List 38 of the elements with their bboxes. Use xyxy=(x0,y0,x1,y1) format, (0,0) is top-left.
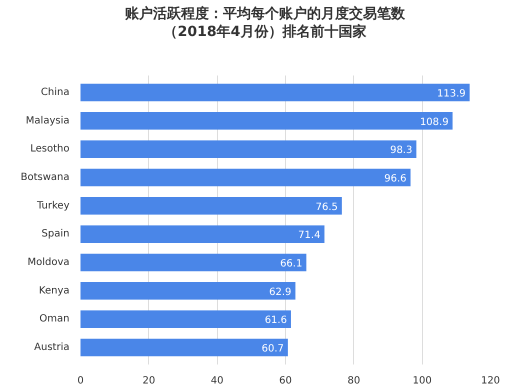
x-tick-label: 0 xyxy=(77,376,84,384)
y-tick-label: Botswana xyxy=(20,172,70,183)
x-tick-label: 60 xyxy=(279,376,292,384)
data-label: 96.6 xyxy=(384,174,407,184)
y-tick-label: Austria xyxy=(34,342,70,353)
data-label: 98.3 xyxy=(390,145,412,156)
data-label: 60.7 xyxy=(262,344,284,354)
bar xyxy=(80,140,416,158)
bar xyxy=(80,225,324,243)
y-tick-label: Malaysia xyxy=(26,115,70,126)
y-tick-label: Turkey xyxy=(36,200,70,212)
bar xyxy=(80,112,453,130)
x-tick-label: 100 xyxy=(412,376,432,384)
data-label: 61.6 xyxy=(264,315,287,326)
bar xyxy=(80,197,342,215)
x-tick-label: 120 xyxy=(480,376,500,384)
chart-title: 账户活跃程度：平均每个账户的月度交易笔数（2018年4月份）排名前十国家 xyxy=(124,5,406,42)
data-label: 76.5 xyxy=(316,202,338,213)
data-label: 66.1 xyxy=(280,258,302,270)
y-tick-label: Spain xyxy=(42,228,70,240)
x-tick-label: 20 xyxy=(142,376,156,384)
y-tick-label: Lesotho xyxy=(30,144,70,155)
data-label: 113.9 xyxy=(437,88,466,100)
x-tick-label: 40 xyxy=(210,376,224,384)
data-label: 62.9 xyxy=(269,286,292,298)
y-tick-label: Kenya xyxy=(38,285,70,296)
x-tick-label: 80 xyxy=(347,376,360,384)
data-label: 108.9 xyxy=(420,116,449,128)
bar xyxy=(80,168,411,186)
bar xyxy=(80,338,288,356)
bar xyxy=(80,310,291,328)
bar xyxy=(80,84,470,102)
data-label: 71.4 xyxy=(298,230,320,242)
y-tick-label: China xyxy=(40,87,70,98)
y-tick-label: Oman xyxy=(39,314,70,325)
bar xyxy=(80,254,306,272)
y-tick-label: Moldova xyxy=(27,257,70,268)
bar xyxy=(80,282,296,300)
